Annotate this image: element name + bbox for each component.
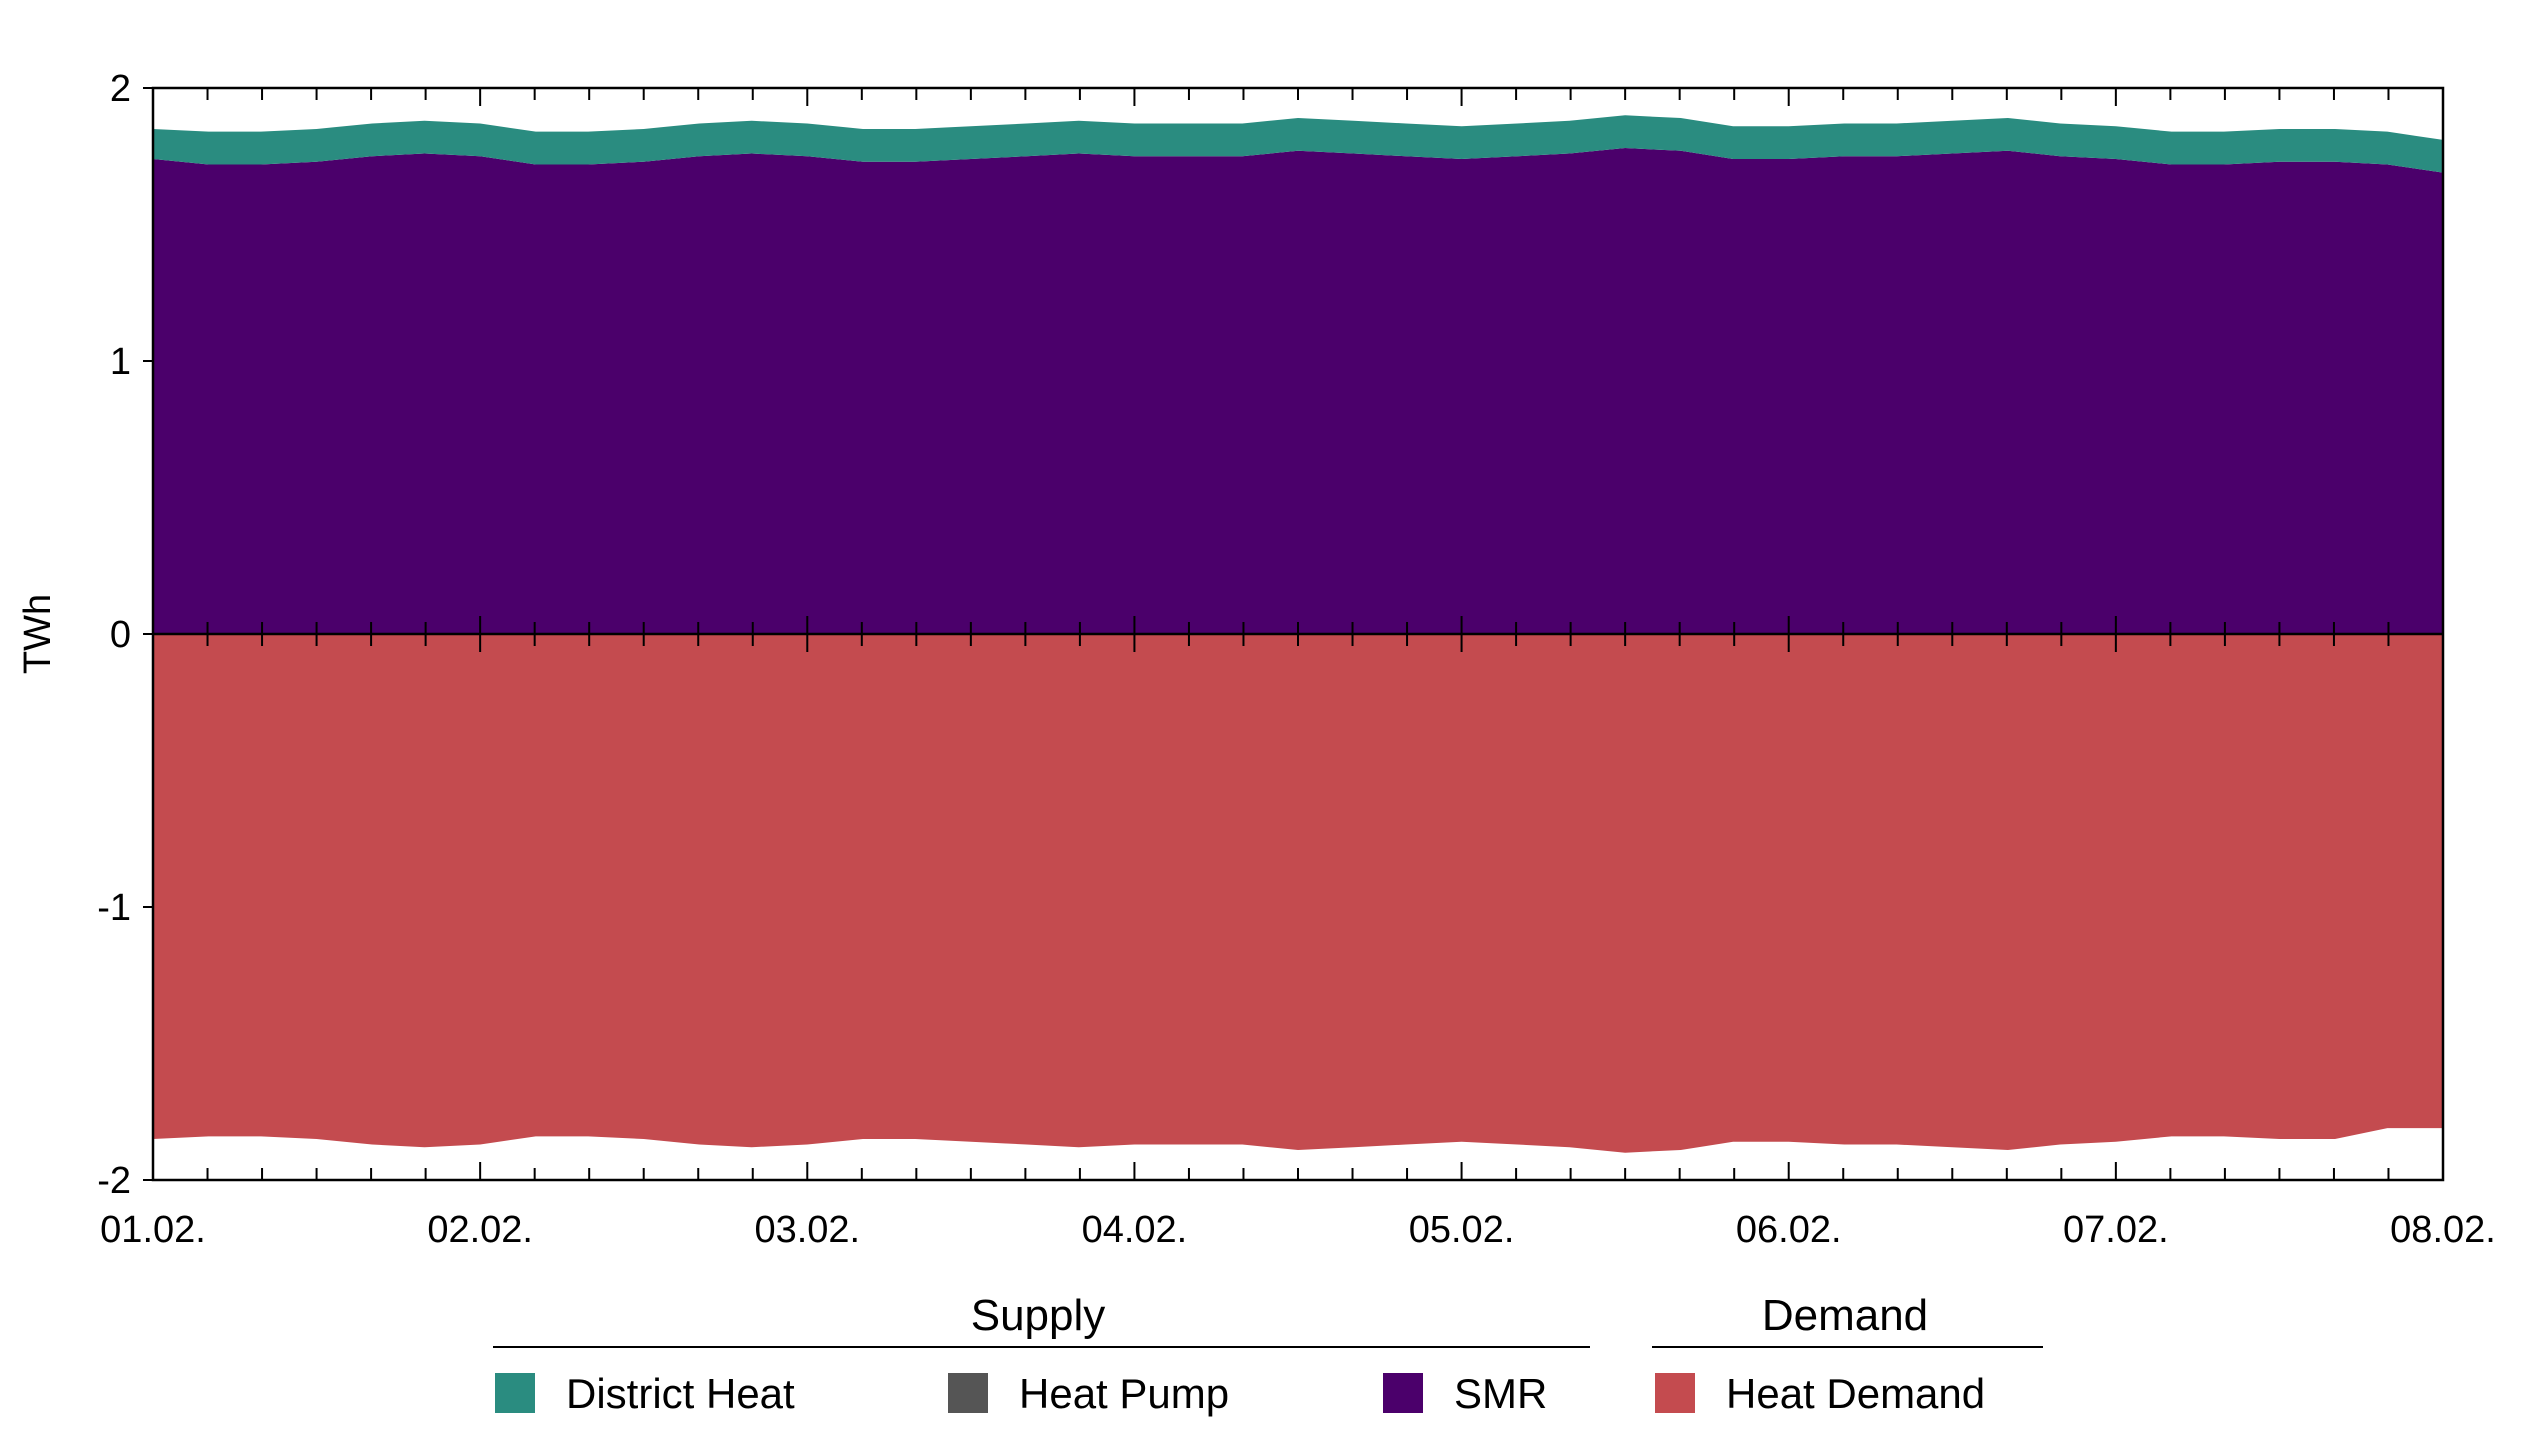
y-tick-label: -1 [97, 887, 131, 929]
legend-label: Heat Demand [1726, 1370, 1985, 1417]
x-tick-label: 05.02. [1409, 1209, 1515, 1251]
y-tick-label: 1 [110, 341, 131, 383]
x-tick-label: 01.02. [100, 1209, 206, 1251]
legend-group-title: Demand [1762, 1291, 1928, 1340]
legend-label: SMR [1454, 1370, 1547, 1417]
series-area-district-heat [153, 115, 2443, 173]
legend-swatch [495, 1373, 535, 1413]
x-tick-labels: 01.02. 02.02. 03.02. 04.02. 05.02. 06.02. 07.0… [100, 1209, 2496, 1251]
y-axis-label: TWh [17, 594, 59, 674]
legend-label: Heat Pump [1019, 1370, 1229, 1417]
y-tick-labels: 2 1 0 -1 -2 [97, 68, 131, 1202]
x-tick-label: 03.02. [754, 1209, 860, 1251]
y-tick-label: 2 [110, 68, 131, 110]
x-tick-label: 04.02. [1082, 1209, 1188, 1251]
x-tick-label: 08.02. [2390, 1209, 2496, 1251]
legend-group-title: Supply [971, 1291, 1106, 1340]
legend-swatch [1383, 1373, 1423, 1413]
legend-swatch [948, 1373, 988, 1413]
y-tick-label: 0 [110, 614, 131, 656]
x-tick-label: 02.02. [427, 1209, 533, 1251]
series-area-heat-demand [153, 634, 2443, 1153]
x-tick-label: 07.02. [2063, 1209, 2169, 1251]
chart-areas [153, 115, 2443, 1153]
legend-label: District Heat [566, 1370, 795, 1417]
legend-swatch [1655, 1373, 1695, 1413]
legend: Supply District Heat Heat Pump SMR Demand Hea… [493, 1291, 2043, 1417]
y-tick-label: -2 [97, 1160, 131, 1202]
x-tick-label: 06.02. [1736, 1209, 1842, 1251]
series-area-smr [153, 148, 2443, 634]
